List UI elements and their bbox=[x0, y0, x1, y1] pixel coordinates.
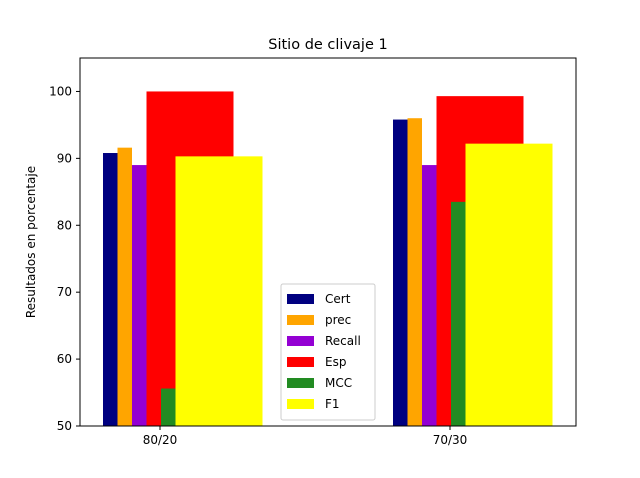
plot-frame bbox=[79, 57, 577, 427]
bar-f1-70-30 bbox=[465, 143, 553, 427]
legend-label-f1: F1 bbox=[325, 397, 340, 411]
bar-recall-80-20 bbox=[132, 165, 147, 426]
y-axis-label: Resultados en porcentaje bbox=[24, 166, 38, 318]
y-tick-label: 100 bbox=[49, 84, 72, 98]
y-tick-label: 80 bbox=[57, 218, 72, 232]
legend-label-recall: Recall bbox=[325, 334, 361, 348]
axes-layer: 50 60 70 80 90 100 80/20 70/30 bbox=[49, 57, 577, 447]
legend-label-esp: Esp bbox=[325, 355, 346, 369]
bar-mcc-80-20 bbox=[161, 388, 176, 426]
chart-title: Sitio de clivaje 1 bbox=[268, 37, 387, 53]
bar-prec-80-20 bbox=[117, 147, 132, 426]
legend-label-mcc: MCC bbox=[325, 376, 352, 390]
bar-prec-70-30 bbox=[407, 118, 422, 426]
legend-swatch-recall bbox=[287, 336, 314, 346]
y-tick-label: 70 bbox=[57, 285, 72, 299]
legend-swatch-f1 bbox=[287, 399, 314, 409]
legend-swatch-prec bbox=[287, 315, 314, 325]
x-tick-label: 80/20 bbox=[143, 433, 178, 447]
legend-swatch-mcc bbox=[287, 378, 314, 388]
legend: Cert prec Recall Esp MCC F1 bbox=[280, 283, 376, 421]
legend-label-cert: Cert bbox=[325, 292, 351, 306]
bars-layer bbox=[103, 91, 553, 427]
legend-swatch-esp bbox=[287, 357, 314, 367]
legend-swatch-cert bbox=[287, 294, 314, 304]
bar-mcc-70-30 bbox=[451, 201, 466, 426]
y-tick-label: 50 bbox=[57, 419, 72, 433]
bar-f1-80-20 bbox=[175, 156, 263, 426]
bar-recall-70-30 bbox=[422, 165, 437, 426]
y-tick-label: 90 bbox=[57, 151, 72, 165]
x-tick-label: 70/30 bbox=[433, 433, 468, 447]
y-tick-label: 60 bbox=[57, 352, 72, 366]
bar-cert-80-20 bbox=[103, 153, 118, 426]
legend-label-prec: prec bbox=[325, 313, 351, 327]
bar-cert-70-30 bbox=[393, 119, 408, 426]
